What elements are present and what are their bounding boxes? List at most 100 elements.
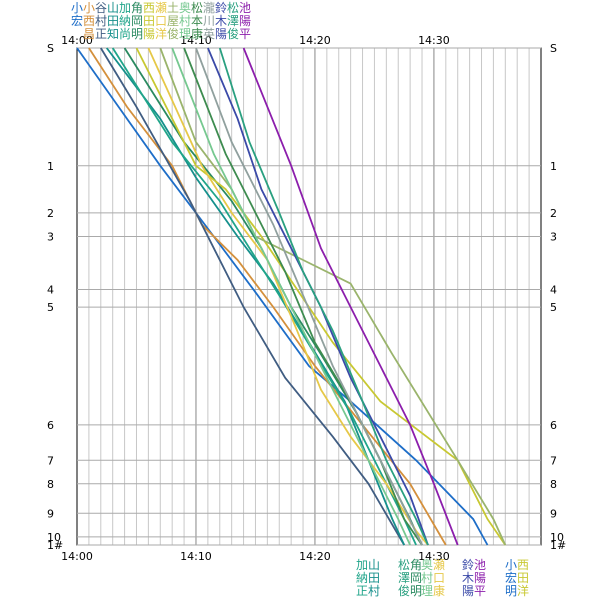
y-tick-label-left: 1 [47,160,54,173]
x-tick-label-bottom: 14:00 [61,550,93,563]
top-name-char: 松 [191,1,203,15]
series-line [111,47,417,546]
top-name-char: 俊 [167,26,179,41]
bottom-name-char: 田 [368,571,380,585]
top-name-char: 陽 [143,27,155,41]
plot-frame [76,47,542,546]
y-tick-label-right: 1 [550,160,557,173]
grid [76,47,542,546]
bottom-name-char: 村 [368,584,380,598]
top-name-char: 納 [119,14,131,28]
x-tick-label-bottom: 14:20 [299,550,331,563]
top-name-char: 昌 [83,27,95,41]
top-name-char: 口 [155,14,167,28]
x-tick-label-bottom: 14:30 [418,550,450,563]
y-tick-label-left: 5 [47,301,54,314]
y-tick-label-left: 3 [47,230,54,243]
top-name-char: 木 [215,14,227,28]
top-name-char: 明 [131,27,143,41]
top-name-char: 岡 [131,14,143,28]
top-name-char: 村 [95,14,107,28]
top-name-char: 松 [227,1,239,15]
top-name-char: 池 [239,1,251,15]
bottom-name-char: 陽 [462,584,474,598]
y-tick-label-left: 10 [47,531,61,544]
x-tick-label-bottom: 14:10 [180,550,212,563]
bottom-name-char: 澤 [398,571,410,585]
y-tick-label-right: 1# [550,539,566,552]
y-tick-label-right: 3 [550,230,557,243]
bottom-name-char: 田 [517,571,529,585]
top-name-char: 洋 [155,26,167,41]
top-name-char: 瀧 [203,1,215,15]
top-name-char: 山 [107,1,119,15]
bottom-name-char: 平 [474,584,486,598]
bottom-name-char: 宏 [505,570,517,585]
bottom-name-char: 正 [356,584,368,598]
top-name-char: 陽 [239,14,251,28]
x-tick-label-top: 14:30 [418,34,450,47]
bottom-name-char: 角 [410,558,422,572]
top-name-char: 知 [107,27,119,41]
top-name-char: 平 [239,27,251,41]
series-lines [76,47,507,546]
y-tick-label-left: 9 [47,507,54,520]
bottom-name-char: 奥 [421,558,433,572]
top-name-char: 理 [179,27,191,41]
series-line [76,47,489,546]
bottom-name-char: 鈴 [462,557,474,572]
bottom-name-char: 明 [505,584,517,598]
y-tick-label-left: 2 [47,207,54,220]
bottom-name-char: 小 [505,558,517,572]
top-name-char: 小 [83,1,95,15]
top-name-char: 村 [179,14,191,28]
series-line [171,47,411,546]
y-tick-label-right: 7 [550,454,557,467]
bottom-name-char: 理 [421,584,433,598]
x-tick-label-top: 14:10 [180,34,212,47]
bottom-name-char: 村 [421,571,433,585]
y-tick-label-right: 2 [550,207,557,220]
bottom-name-char: 納 [356,571,368,585]
series-line [147,47,429,546]
series-line [100,47,405,546]
y-tick-label-right: 5 [550,301,557,314]
top-name-char: 谷 [95,1,107,15]
top-name-char: 正 [95,27,107,41]
top-name-char: 田 [107,14,119,28]
top-name-labels: 小宏小西昌谷村正山田知加納尚角岡明西田陽瀬口洋土屋俊奥村理松本康瀧川英鈴木陽松澤… [71,0,251,41]
top-name-char: 川 [203,14,215,28]
y-tick-label-right: S [550,42,557,55]
y-tick-label-right: 10 [550,531,564,544]
series-line [88,47,447,546]
bottom-name-char: 山 [368,558,380,572]
top-name-char: 俊 [227,26,239,41]
top-name-char: 小 [71,1,83,15]
y-tick-label-right: 6 [550,419,557,432]
bottom-name-char: 西 [517,558,529,572]
bottom-name-char: 俊 [398,583,410,598]
top-name-char: 澤 [227,14,239,28]
top-name-char: 英 [203,27,215,41]
top-name-char: 尚 [119,27,131,41]
x-tick-label-top: 14:20 [299,34,331,47]
x-tick-label-top: 14:00 [61,34,93,47]
bottom-name-char: 陽 [474,571,486,585]
series-line [135,47,507,546]
series-line [218,47,429,546]
bottom-name-char: 池 [474,558,486,572]
top-name-char: 西 [83,14,95,28]
top-name-char: 奥 [179,1,191,15]
bottom-name-char: 木 [462,571,474,585]
top-name-char: 土 [167,1,179,15]
top-name-char: 角 [131,1,143,15]
bottom-name-char: 洋 [517,583,529,598]
bottom-name-char: 岡 [410,571,422,585]
series-line [195,47,423,546]
top-name-char: 西 [143,1,155,15]
bottom-name-char: 口 [433,571,445,585]
top-name-char: 陽 [215,27,227,41]
axis-labels: 14:00 14:00 14:10 14:10 14:20 14:20 14:30 14:30… [47,34,566,563]
